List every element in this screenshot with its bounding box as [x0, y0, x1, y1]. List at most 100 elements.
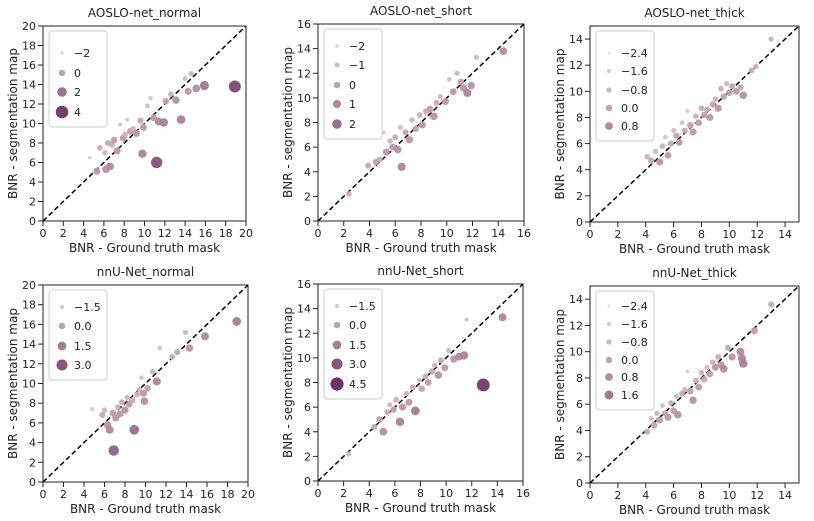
scatter-point — [387, 402, 393, 408]
subplot-title: nnU-Net_thick — [652, 266, 737, 280]
scatter-point — [90, 406, 95, 412]
legend-box — [48, 30, 108, 128]
y-tick-label: 20 — [22, 20, 36, 33]
y-tick-label: 14 — [22, 338, 36, 351]
scatter-point — [693, 377, 699, 384]
scatter-point — [678, 390, 685, 397]
legend-marker — [607, 51, 611, 55]
scatter-point — [675, 138, 683, 146]
x-tick-label: 2 — [614, 228, 621, 241]
scatter-point — [709, 359, 716, 365]
x-tick-label: 6 — [391, 487, 398, 500]
scatter-point — [441, 364, 449, 372]
legend-marker — [58, 322, 66, 330]
scatter-point — [228, 80, 241, 93]
scatter-point — [182, 76, 188, 82]
scatter-point — [679, 120, 685, 126]
scatter-point — [105, 425, 114, 434]
x-tick-label: 20 — [239, 227, 253, 240]
scatter-point — [682, 387, 688, 393]
scatter-point — [698, 105, 705, 112]
scatter-point — [449, 88, 457, 96]
y-tick-label: 2 — [576, 451, 583, 464]
legend-label: 2 — [349, 118, 356, 131]
scatter-point — [459, 351, 469, 360]
y-tick-label: 8 — [304, 377, 311, 390]
x-tick-label: 8 — [122, 488, 129, 501]
scatter-point — [106, 162, 114, 171]
x-tick-label: 16 — [517, 227, 531, 240]
legend-marker — [335, 44, 339, 48]
scatter-point — [118, 399, 125, 406]
x-tick-label: 2 — [60, 488, 67, 501]
scatter-point — [134, 391, 141, 398]
scatter-point — [704, 106, 711, 113]
y-tick-label: 2 — [304, 450, 311, 463]
legend-marker — [333, 81, 341, 89]
scatter-point — [381, 130, 386, 135]
scatter-point — [434, 371, 443, 379]
y-tick-label: 12 — [569, 59, 583, 72]
scatter-point — [700, 111, 708, 119]
scatter-point — [437, 94, 443, 100]
scatter-point — [446, 77, 452, 82]
subplot-5: 0 2 4 6 8 10 12 14 16 0 2 4 6 8 10 12 14 16 nnU-Net_short B… — [281, 264, 530, 515]
scatter-point — [108, 445, 119, 456]
scatter-point — [168, 91, 174, 98]
x-tick-label: 2 — [614, 489, 621, 502]
y-tick-label: 4 — [576, 164, 583, 177]
scatter-point — [732, 87, 740, 95]
scatter-point — [130, 125, 136, 131]
legend-marker — [57, 341, 67, 351]
legend-marker — [56, 359, 68, 371]
y-tick-label: 10 — [569, 346, 583, 359]
scatter-point — [140, 397, 149, 406]
x-tick-label: 4 — [366, 227, 373, 240]
x-tick-label: 10 — [139, 488, 153, 501]
x-tick-label: 12 — [465, 487, 479, 500]
legend-marker — [604, 390, 614, 400]
scatter-point — [428, 368, 436, 375]
y-tick-label: 10 — [297, 92, 311, 105]
scatter-point — [102, 150, 108, 156]
y-tick-label: 6 — [29, 417, 36, 430]
y-tick-label: 14 — [297, 43, 311, 56]
y-tick-label: 4 — [576, 424, 583, 437]
scatter-point — [169, 354, 176, 360]
legend-marker — [606, 68, 612, 74]
legend-marker — [59, 304, 65, 310]
legend-marker — [57, 87, 67, 97]
x-tick-label: 0 — [40, 227, 47, 240]
y-tick-label: 6 — [29, 157, 36, 170]
scatter-point — [118, 122, 123, 127]
legend-box — [48, 289, 108, 381]
scatter-point — [409, 117, 415, 123]
scatter-point — [393, 396, 399, 403]
x-tick-label: 0 — [587, 228, 594, 241]
x-tick-label: 14 — [491, 227, 505, 240]
x-tick-label: 20 — [241, 488, 255, 501]
x-tick-label: 6 — [101, 488, 108, 501]
x-tick-label: 4 — [80, 227, 87, 240]
legend-marker — [58, 69, 66, 77]
legend-label: 0.0 — [74, 320, 92, 333]
scatter-point — [157, 345, 163, 351]
scatter-point — [725, 89, 733, 96]
y-tick-label: 4 — [29, 176, 36, 189]
scatter-point — [346, 191, 352, 197]
x-tick-label: 8 — [417, 487, 424, 500]
legend-marker — [332, 99, 342, 109]
scatter-point — [698, 369, 705, 376]
scatter-point — [402, 129, 409, 136]
legend-label: 4 — [74, 106, 81, 119]
scatter-point — [498, 313, 507, 322]
scatter-point — [438, 357, 444, 364]
x-tick-label: 12 — [750, 228, 764, 241]
scatter-point — [739, 359, 748, 368]
x-tick-label: 4 — [642, 228, 649, 241]
legend-label: −1.6 — [621, 318, 648, 331]
scatter-point — [673, 132, 680, 139]
scatter-point — [454, 70, 460, 76]
scatter-point — [644, 153, 650, 160]
